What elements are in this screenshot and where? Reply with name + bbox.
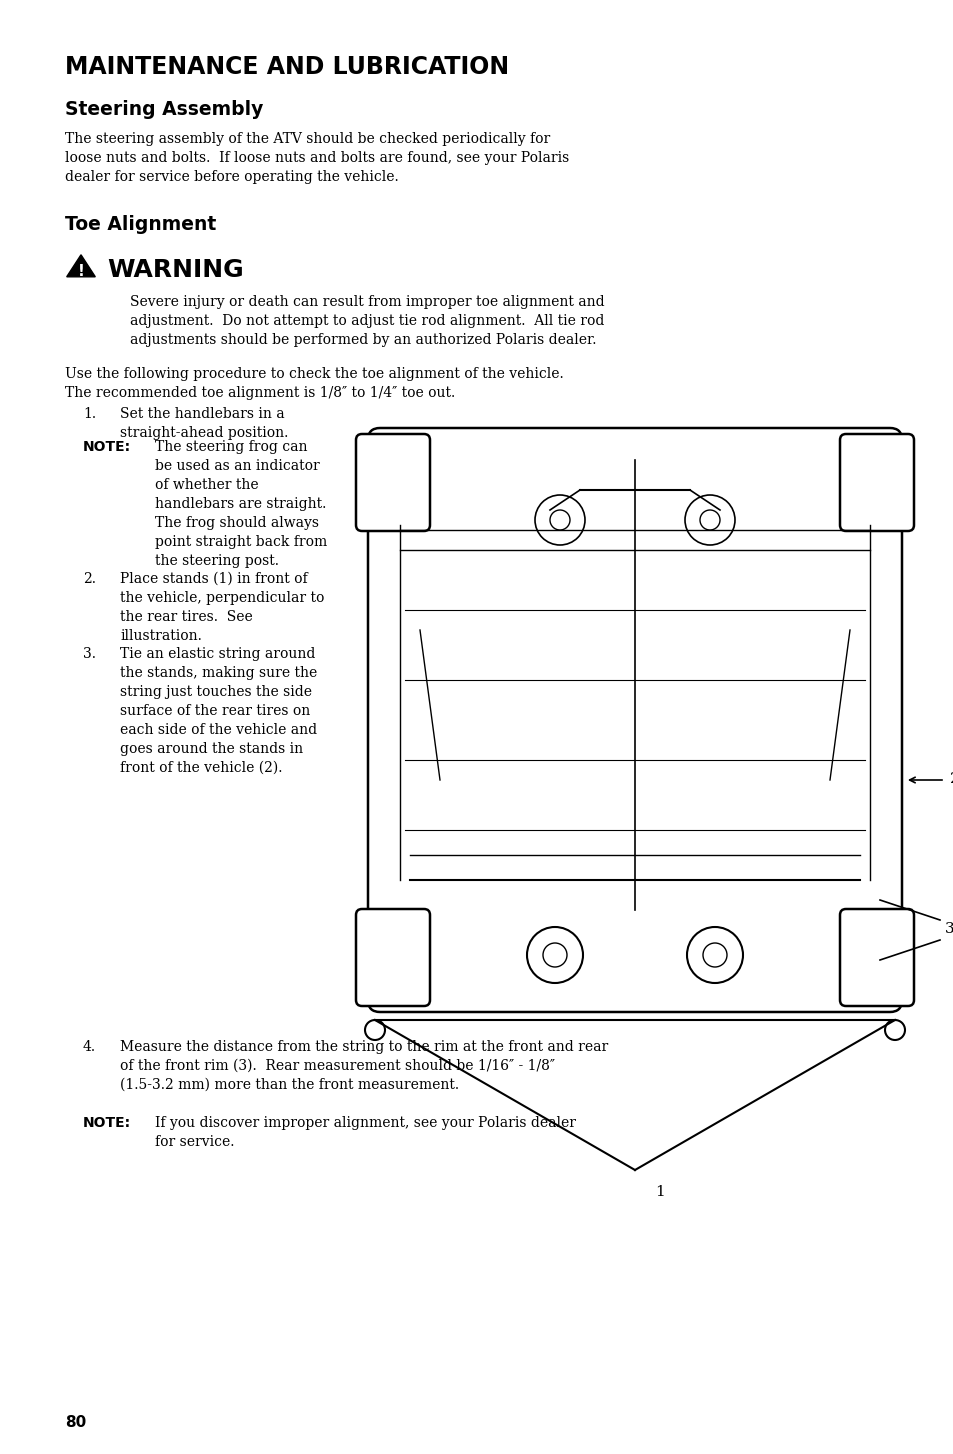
Text: !: ! [77, 263, 85, 279]
Text: Steering Assembly: Steering Assembly [65, 100, 263, 119]
Text: Toe Alignment: Toe Alignment [65, 215, 216, 234]
Text: 4.: 4. [83, 1040, 96, 1054]
Text: The steering frog can
be used as an indicator
of whether the
handlebars are stra: The steering frog can be used as an indi… [154, 441, 327, 567]
Text: 3.: 3. [83, 647, 96, 662]
Text: 80: 80 [65, 1415, 86, 1429]
Text: 1.: 1. [83, 407, 96, 422]
Text: NOTE:: NOTE: [83, 441, 131, 454]
Text: Set the handlebars in a
straight-ahead position.: Set the handlebars in a straight-ahead p… [120, 407, 288, 441]
Text: If you discover improper alignment, see your Polaris dealer
for service.: If you discover improper alignment, see … [154, 1117, 576, 1149]
Text: 3: 3 [944, 922, 953, 936]
Text: Measure the distance from the string to the rim at the front and rear
of the fro: Measure the distance from the string to … [120, 1040, 608, 1092]
Text: 2.: 2. [83, 571, 96, 586]
Polygon shape [67, 254, 95, 276]
FancyBboxPatch shape [840, 909, 913, 1006]
Text: 1: 1 [655, 1185, 664, 1200]
Text: Place stands (1) in front of
the vehicle, perpendicular to
the rear tires.  See
: Place stands (1) in front of the vehicle… [120, 571, 324, 643]
FancyBboxPatch shape [355, 433, 430, 531]
FancyBboxPatch shape [368, 427, 901, 1012]
Text: WARNING: WARNING [107, 257, 244, 282]
Text: 2: 2 [949, 772, 953, 787]
FancyBboxPatch shape [355, 909, 430, 1006]
Text: NOTE:: NOTE: [83, 1117, 131, 1130]
Text: Use the following procedure to check the toe alignment of the vehicle.
The recom: Use the following procedure to check the… [65, 366, 563, 400]
Text: MAINTENANCE AND LUBRICATION: MAINTENANCE AND LUBRICATION [65, 55, 509, 79]
Text: Tie an elastic string around
the stands, making sure the
string just touches the: Tie an elastic string around the stands,… [120, 647, 317, 775]
FancyBboxPatch shape [840, 433, 913, 531]
Text: Severe injury or death can result from improper toe alignment and
adjustment.  D: Severe injury or death can result from i… [130, 295, 604, 348]
Text: The steering assembly of the ATV should be checked periodically for
loose nuts a: The steering assembly of the ATV should … [65, 132, 569, 183]
